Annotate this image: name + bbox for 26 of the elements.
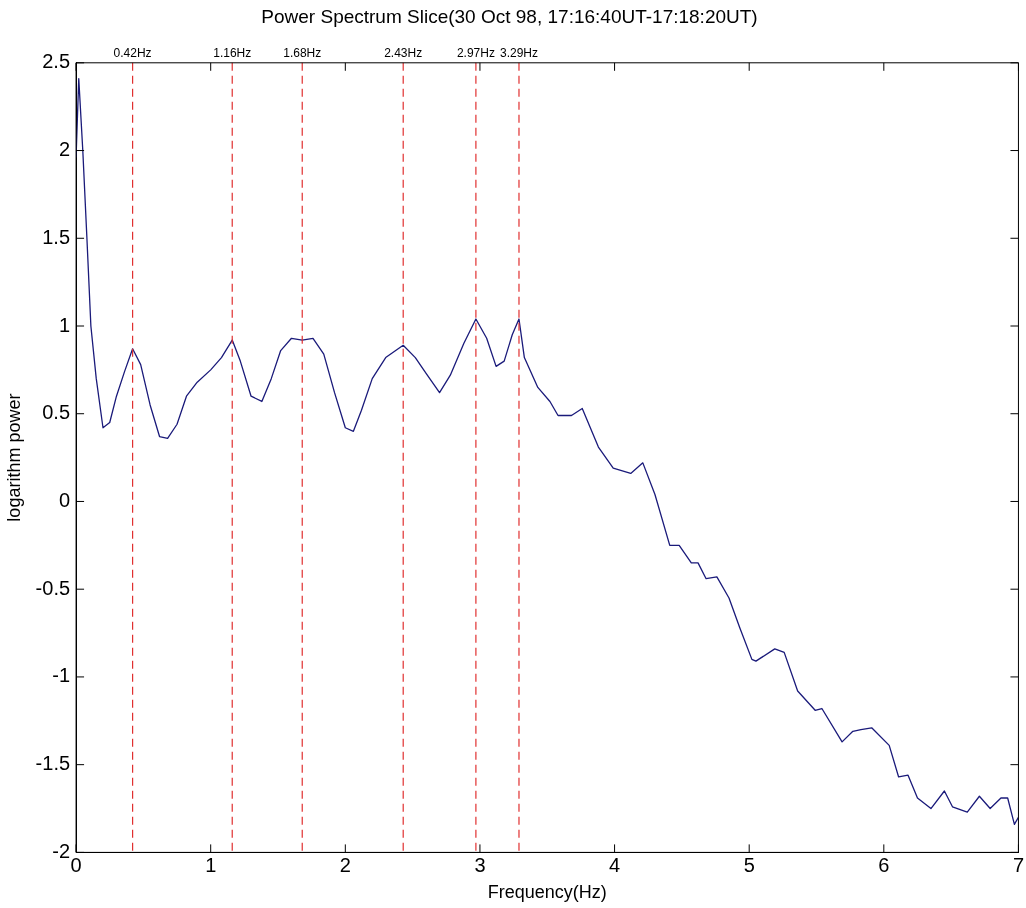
ref-line-label: 2.97Hz (456, 46, 495, 61)
x-tick-label: 7 (1012, 853, 1024, 876)
ref-line-label: 1.68Hz (283, 46, 322, 61)
x-axis-title: Frequency(Hz) (487, 882, 607, 903)
y-tick-label: 0 (58, 488, 71, 511)
y-tick-label: 1 (58, 313, 71, 336)
x-tick-label: 3 (474, 853, 486, 876)
x-tick-label: 4 (609, 853, 621, 876)
x-tick-label: 2 (339, 853, 351, 876)
ref-line-label: 2.43Hz (384, 46, 423, 61)
y-tick-label: -0.5 (35, 576, 71, 599)
y-tick-label: 1.5 (42, 225, 71, 248)
y-tick-label: -1 (52, 664, 71, 687)
x-tick-label: 5 (743, 853, 755, 876)
ref-line-label: 1.16Hz (213, 46, 252, 61)
y-tick-label: -2 (52, 839, 71, 862)
y-tick-label: 2 (58, 138, 71, 161)
y-axis-title: logarithm power (3, 393, 24, 522)
y-tick-label: 0.5 (42, 401, 71, 424)
ref-line-label: 0.42Hz (113, 46, 152, 61)
y-tick-label: 2.5 (42, 50, 71, 73)
ref-line-label: 3.29Hz (499, 46, 538, 61)
x-tick-label: 6 (878, 853, 890, 876)
x-tick-label: 1 (205, 853, 217, 876)
y-tick-label: -1.5 (35, 752, 71, 775)
chart-title: Power Spectrum Slice(30 Oct 98, 17:16:40UT-17:18:20UT) (261, 5, 758, 27)
